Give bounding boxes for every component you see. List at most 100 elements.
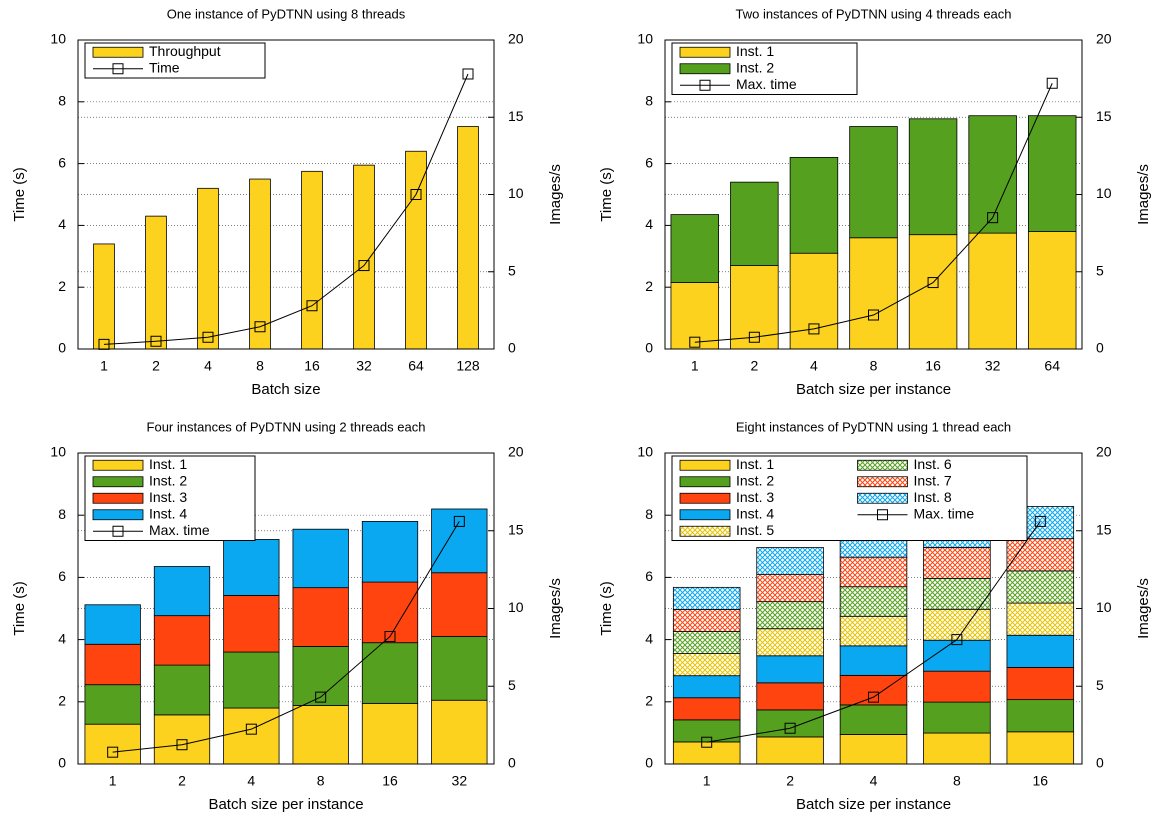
legend-label: Inst. 3 [149,489,187,505]
legend-swatch [679,525,731,537]
legend-label: Inst. 4 [149,505,187,521]
bar [839,734,908,765]
bar [730,265,779,350]
bar [361,521,419,583]
bar [84,684,141,725]
legend-label: Inst. 2 [149,472,187,488]
bar [457,126,479,350]
bar [849,237,898,350]
line [103,73,469,345]
bar [849,126,898,239]
legend-swatch [679,46,731,58]
legend-label: Time [149,59,180,75]
y2-tick-label: 0 [1096,340,1104,356]
legend-marker [877,509,888,521]
legend-label: Inst. 6 [914,456,952,472]
marker [689,336,701,348]
y-tick-label: 2 [58,693,66,709]
y2-tick-label: 0 [508,755,516,771]
y-tick-label: 0 [58,755,66,771]
bar [361,702,419,765]
bar [756,628,824,657]
legend-swatch [679,509,731,521]
y2-tick-label: 15 [508,108,524,124]
x-tick-label: 16 [1033,773,1049,789]
x-tick-label: 64 [1044,358,1060,374]
marker [701,736,713,748]
bar [923,701,991,734]
y2-tick-label: 5 [508,262,516,278]
y-tick-label: 6 [645,568,653,584]
legend-swatch [679,476,731,488]
y2-tick-label: 5 [1096,262,1104,278]
x-tick-label: 32 [985,358,1001,374]
bar [756,655,824,684]
x-axis-label: Batch size [251,381,320,398]
legend-label: Max. time [736,76,797,92]
y2-tick-label: 10 [508,185,524,201]
legend-label: Inst. 4 [736,505,774,521]
bar [431,636,488,701]
bar [730,181,779,266]
y-tick-label: 10 [50,31,66,47]
y2-tick-label: 0 [1096,755,1104,771]
x-tick-label: 2 [786,773,794,789]
bar [839,556,908,588]
x-tick-label: 4 [204,358,212,374]
legend-label: Inst. 1 [736,43,774,59]
chart-title: Four instances of PyDTNN using 2 threads… [147,419,426,434]
chart-title: Eight instances of PyDTNN using 1 thread… [736,419,1011,434]
legend-swatch [857,476,908,488]
x-tick-label: 2 [750,358,758,374]
y2-tick-label: 20 [508,444,524,460]
y-tick-label: 8 [645,93,653,109]
bar [789,157,839,254]
legend-box [671,455,1028,541]
x-tick-label: 8 [256,358,264,374]
bar [1006,570,1075,604]
bar [431,699,488,765]
y2-tick-label: 15 [508,521,524,537]
line [112,521,460,753]
x-tick-label: 1 [691,358,699,374]
bar [908,118,958,236]
y-tick-label: 6 [645,154,653,170]
marker [315,691,327,703]
y-tick-label: 6 [58,154,66,170]
bar [839,645,908,676]
bar [84,643,141,686]
y2-axis-label: Images/s [547,164,564,225]
x-tick-label: 16 [304,358,320,374]
legend-label: Max. time [914,505,975,521]
plot-frame [77,39,495,350]
legend-swatch [679,63,731,75]
y-axis-label: Time (s) [598,581,615,635]
y2-tick-label: 20 [1096,444,1112,460]
marker [358,260,370,272]
bar [1006,699,1075,733]
legend-marker [112,63,124,75]
marker [868,309,879,321]
marker [306,300,318,312]
bar [431,572,488,637]
y-axis-label: Time (s) [11,581,28,635]
x-tick-label: 1 [100,358,108,374]
bar [923,546,991,579]
legend-swatch [92,509,144,521]
bar [1006,602,1075,636]
x-tick-label: 2 [152,358,160,374]
legend-label: Inst. 3 [736,489,774,505]
x-tick-label: 4 [247,773,255,789]
bar [361,642,419,704]
marker [462,68,474,80]
y-tick-label: 8 [58,506,66,522]
plot-frame [664,452,1083,765]
x-tick-label: 32 [356,358,372,374]
bar [1027,231,1077,350]
y-tick-label: 2 [58,278,66,294]
legend-label: Inst. 8 [914,489,952,505]
x-axis-label: Batch size per instance [796,796,951,813]
legend-swatch [92,476,144,488]
y2-tick-label: 5 [508,677,516,693]
